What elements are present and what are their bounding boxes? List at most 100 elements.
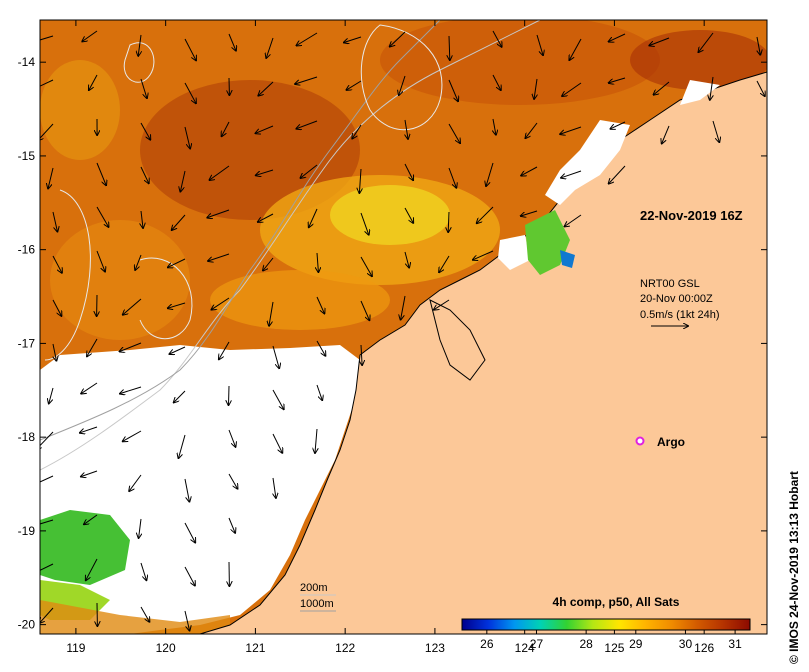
current-arrow	[404, 251, 409, 268]
current-arrow	[40, 607, 54, 623]
current-arrow	[266, 37, 274, 58]
colorbar	[461, 618, 751, 631]
current-arrow	[316, 296, 324, 313]
current-arrow	[135, 254, 142, 270]
current-arrow	[297, 32, 318, 46]
argo-label: Argo	[657, 435, 685, 449]
current-arrow	[699, 32, 714, 52]
current-arrow	[96, 162, 106, 185]
current-arrow	[222, 121, 230, 136]
current-arrow	[140, 606, 149, 622]
current-arrow	[184, 126, 190, 148]
current-arrow	[712, 120, 719, 142]
current-arrow	[295, 76, 318, 84]
isobath-contour	[44, 189, 91, 361]
current-arrow	[219, 341, 230, 359]
current-time-label: 20-Nov 00:00Z	[640, 293, 713, 305]
current-arrow	[258, 213, 274, 222]
current-arrow	[662, 125, 670, 144]
sst-hot-patch	[630, 30, 767, 90]
current-arrow	[561, 170, 582, 178]
current-arrow	[360, 212, 369, 235]
current-arrow	[272, 433, 282, 453]
current-arrow	[208, 253, 230, 261]
colorbar-tick-label: 27	[530, 637, 544, 651]
current-arrow	[448, 123, 460, 143]
colorbar-tick-label: 26	[480, 637, 494, 651]
current-arrow	[40, 35, 54, 41]
lon-tick-label: 119	[66, 641, 85, 655]
current-arrow	[170, 346, 186, 354]
current-arrow	[52, 299, 61, 316]
current-arrow	[80, 426, 98, 433]
colorbar-tick-label: 31	[728, 637, 742, 651]
current-arrow	[96, 250, 105, 272]
credit-text: © IMOS 24-Nov-2019 13:13 Hobart	[787, 471, 801, 664]
sst-hot-patch	[380, 20, 660, 105]
current-arrow	[184, 82, 196, 103]
current-arrow	[180, 170, 186, 192]
current-arrow	[448, 79, 458, 101]
current-arrow	[449, 35, 450, 60]
current-arrow	[360, 300, 369, 320]
current-arrow	[359, 168, 361, 193]
current-arrow	[138, 34, 141, 56]
current-arrow	[521, 166, 538, 176]
current-arrow	[89, 74, 98, 90]
current-arrow	[129, 474, 142, 491]
lon-tick-label: 126	[694, 641, 714, 655]
lat-tick-label: -19	[18, 524, 36, 538]
current-arrow	[526, 122, 538, 138]
current-arrow	[48, 167, 54, 188]
current-arrow	[404, 163, 413, 180]
current-arrow	[228, 33, 236, 51]
lon-tick-label: 121	[245, 641, 265, 655]
current-arrow	[492, 30, 502, 47]
argo-float-marker	[635, 436, 645, 446]
current-arrow	[521, 210, 538, 216]
current-arrow	[184, 522, 195, 543]
current-arrow	[317, 252, 318, 272]
sst-cool-patch	[50, 220, 190, 340]
current-arrow	[120, 342, 142, 352]
sst-orange-patch	[40, 600, 230, 634]
sst-coastal-blue	[560, 250, 575, 268]
isobath-contour	[360, 24, 443, 131]
current-arrow	[569, 38, 582, 60]
current-arrow	[52, 211, 57, 232]
current-arrow	[710, 76, 714, 100]
current-arrow	[179, 434, 186, 458]
current-arrow	[473, 250, 494, 260]
current-arrow	[140, 122, 150, 140]
current-arrow	[352, 124, 362, 139]
current-arrow	[609, 33, 626, 42]
current-arrow	[82, 30, 98, 41]
current-arrow	[96, 206, 109, 227]
lat-tick-label: -17	[18, 336, 36, 350]
sst-cool-patch	[330, 185, 450, 245]
current-arrow	[434, 299, 450, 310]
colorbar-title: 4h comp, p50, All Sats	[553, 595, 680, 609]
current-arrow	[316, 384, 322, 400]
current-arrow	[536, 34, 543, 55]
current-arrow	[756, 80, 765, 96]
colorbar-tick-label: 28	[579, 637, 593, 651]
isobath-legend-1000m: 1000m	[300, 598, 334, 610]
current-arrow	[120, 386, 142, 394]
isobath-contour	[123, 42, 155, 83]
lat-tick-label: -16	[18, 243, 36, 257]
current-arrow	[168, 258, 186, 267]
current-arrow	[184, 38, 196, 60]
current-arrow	[296, 120, 318, 129]
lat-tick-label: -14	[18, 55, 36, 69]
current-arrow	[269, 301, 274, 326]
current-arrow	[560, 126, 582, 134]
land-peninsula	[429, 299, 486, 381]
current-arrow	[140, 562, 146, 580]
longitude-axis: 119 120 121 122 123 124 125 126	[66, 20, 715, 655]
current-arrow	[273, 477, 276, 498]
current-arrow	[210, 165, 230, 180]
isobath-legend-200m: 200m	[300, 582, 328, 594]
current-arrow	[40, 123, 54, 140]
